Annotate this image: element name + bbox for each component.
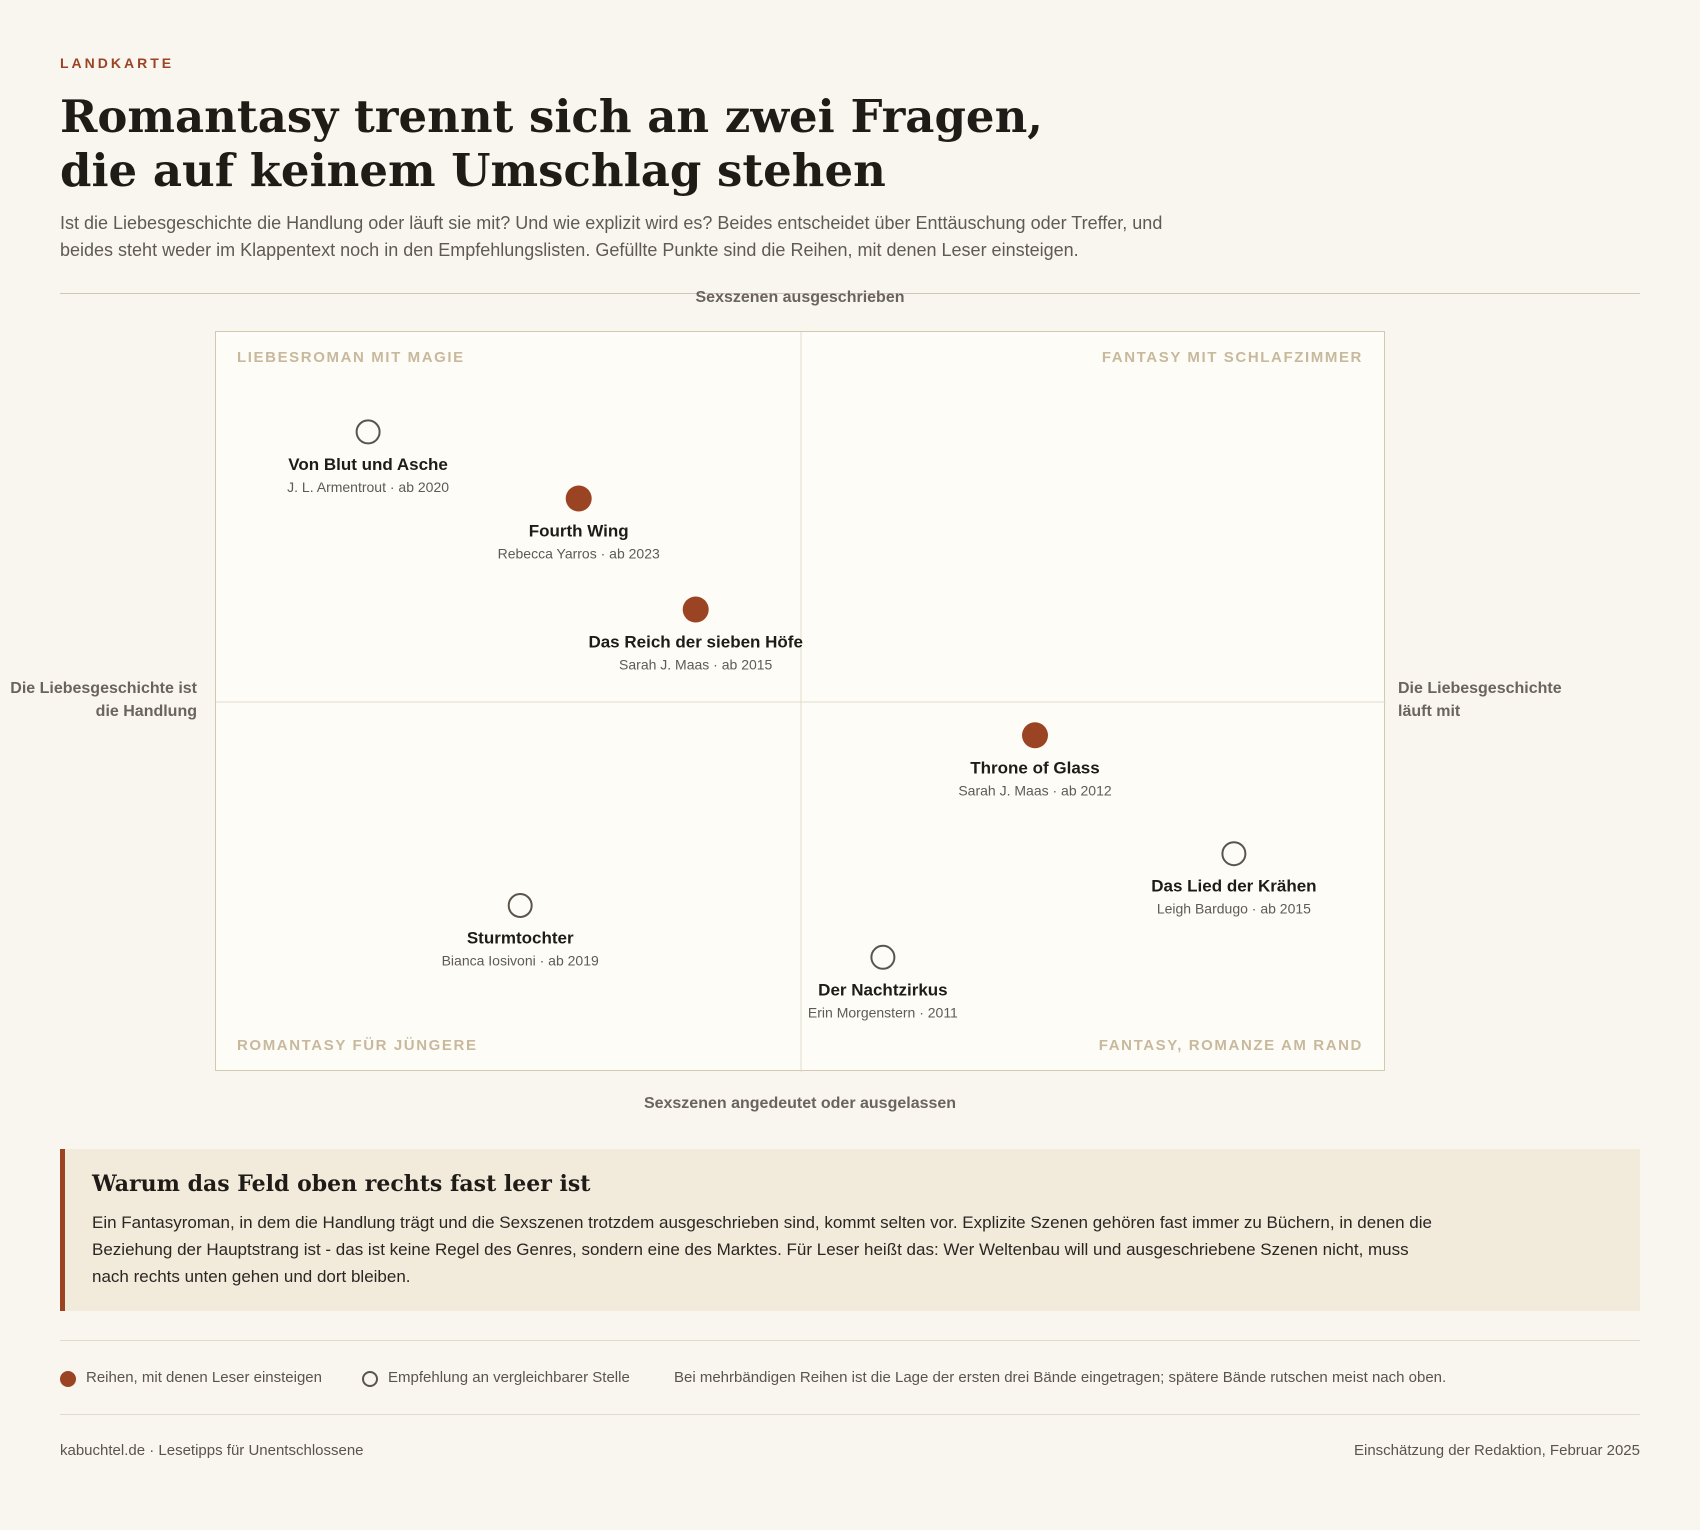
filled-point-marker [565,485,592,512]
data-point: Das Reich der sieben Höfe Sarah J. Maas ·… [588,596,803,673]
data-point: Der Nachtzirkus Erin Morgenstern · 2011 [808,944,958,1020]
point-subtitle-label: Rebecca Yarros · ab 2023 [498,546,660,562]
page-dek: Ist die Liebesgeschichte die Handlung od… [60,213,1163,260]
quadrant-label-top-right: FANTASY MIT SCHLAFZIMMER [1101,349,1363,366]
quadrant-plot: Von Blut und Asche J. L. Armentrout · ab … [215,331,1386,1072]
point-title-label: Das Lied der Krähen [1151,877,1316,896]
page-title: Romantasy trennt sich an zwei Fragen, di… [60,90,1043,197]
quadrant-label-top-left: LIEBESROMAN MIT MAGIE [237,349,465,366]
hollow-point-marker [355,419,381,445]
axis-bottom-label: Sexszenen angedeutet oder ausgelassen [643,1095,957,1112]
quadrant-label-bottom-right: FANTASY, ROMANZE AM RAND [1098,1037,1363,1054]
point-title-label: Von Blut und Asche [288,455,448,474]
point-subtitle-label: J. L. Armentrout · ab 2020 [287,479,449,495]
filled-point-marker [1022,722,1048,749]
plot-svg: Von Blut und Asche J. L. Armentrout · ab … [216,332,1386,1072]
points-layer: Von Blut und Asche J. L. Armentrout · ab … [287,419,1317,1020]
point-subtitle-label: Leigh Bardugo · ab 2015 [1157,901,1311,917]
point-title-label: Das Reich der sieben Höfe [588,633,802,652]
data-point: Fourth Wing Rebecca Yarros · ab 2023 [498,485,660,562]
hollow-point-marker [870,944,896,970]
filled-point-marker [682,596,709,623]
data-point: Sturmtochter Bianca Iosivoni · ab 2019 [442,893,599,969]
axis-right-label: Die Liebesgeschichte läuft mit [1398,680,1562,720]
top-rule [60,293,1640,294]
point-title-label: Der Nachtzirkus [818,980,947,999]
axis-top-label: Sexszenen ausgeschrieben [695,289,905,306]
quadrant-label-bottom-left: ROMANTASY FÜR JÜNGERE [237,1037,478,1054]
point-subtitle-label: Sarah J. Maas · ab 2012 [958,782,1112,798]
hollow-point-marker [1221,841,1247,867]
point-subtitle-label: Sarah J. Maas · ab 2015 [619,657,773,673]
data-point: Throne of Glass Sarah J. Maas · ab 2012 [958,722,1112,798]
axis-left-label: Die Liebesgeschichte ist die Handlung [10,680,197,720]
page: LANDKARTE Romantasy trennt sich an zwei … [60,0,1640,1530]
data-point: Das Lied der Krähen Leigh Bardugo · ab 20… [1151,841,1317,917]
point-subtitle-label: Erin Morgenstern · 2011 [808,1004,958,1020]
data-point: Von Blut und Asche J. L. Armentrout · ab … [287,419,449,495]
point-subtitle-label: Bianca Iosivoni · ab 2019 [442,953,599,969]
point-title-label: Sturmtochter [467,929,574,948]
point-title-label: Fourth Wing [529,522,629,541]
hollow-point-marker [507,893,533,918]
kicker: LANDKARTE [60,55,175,71]
point-title-label: Throne of Glass [970,758,1099,777]
